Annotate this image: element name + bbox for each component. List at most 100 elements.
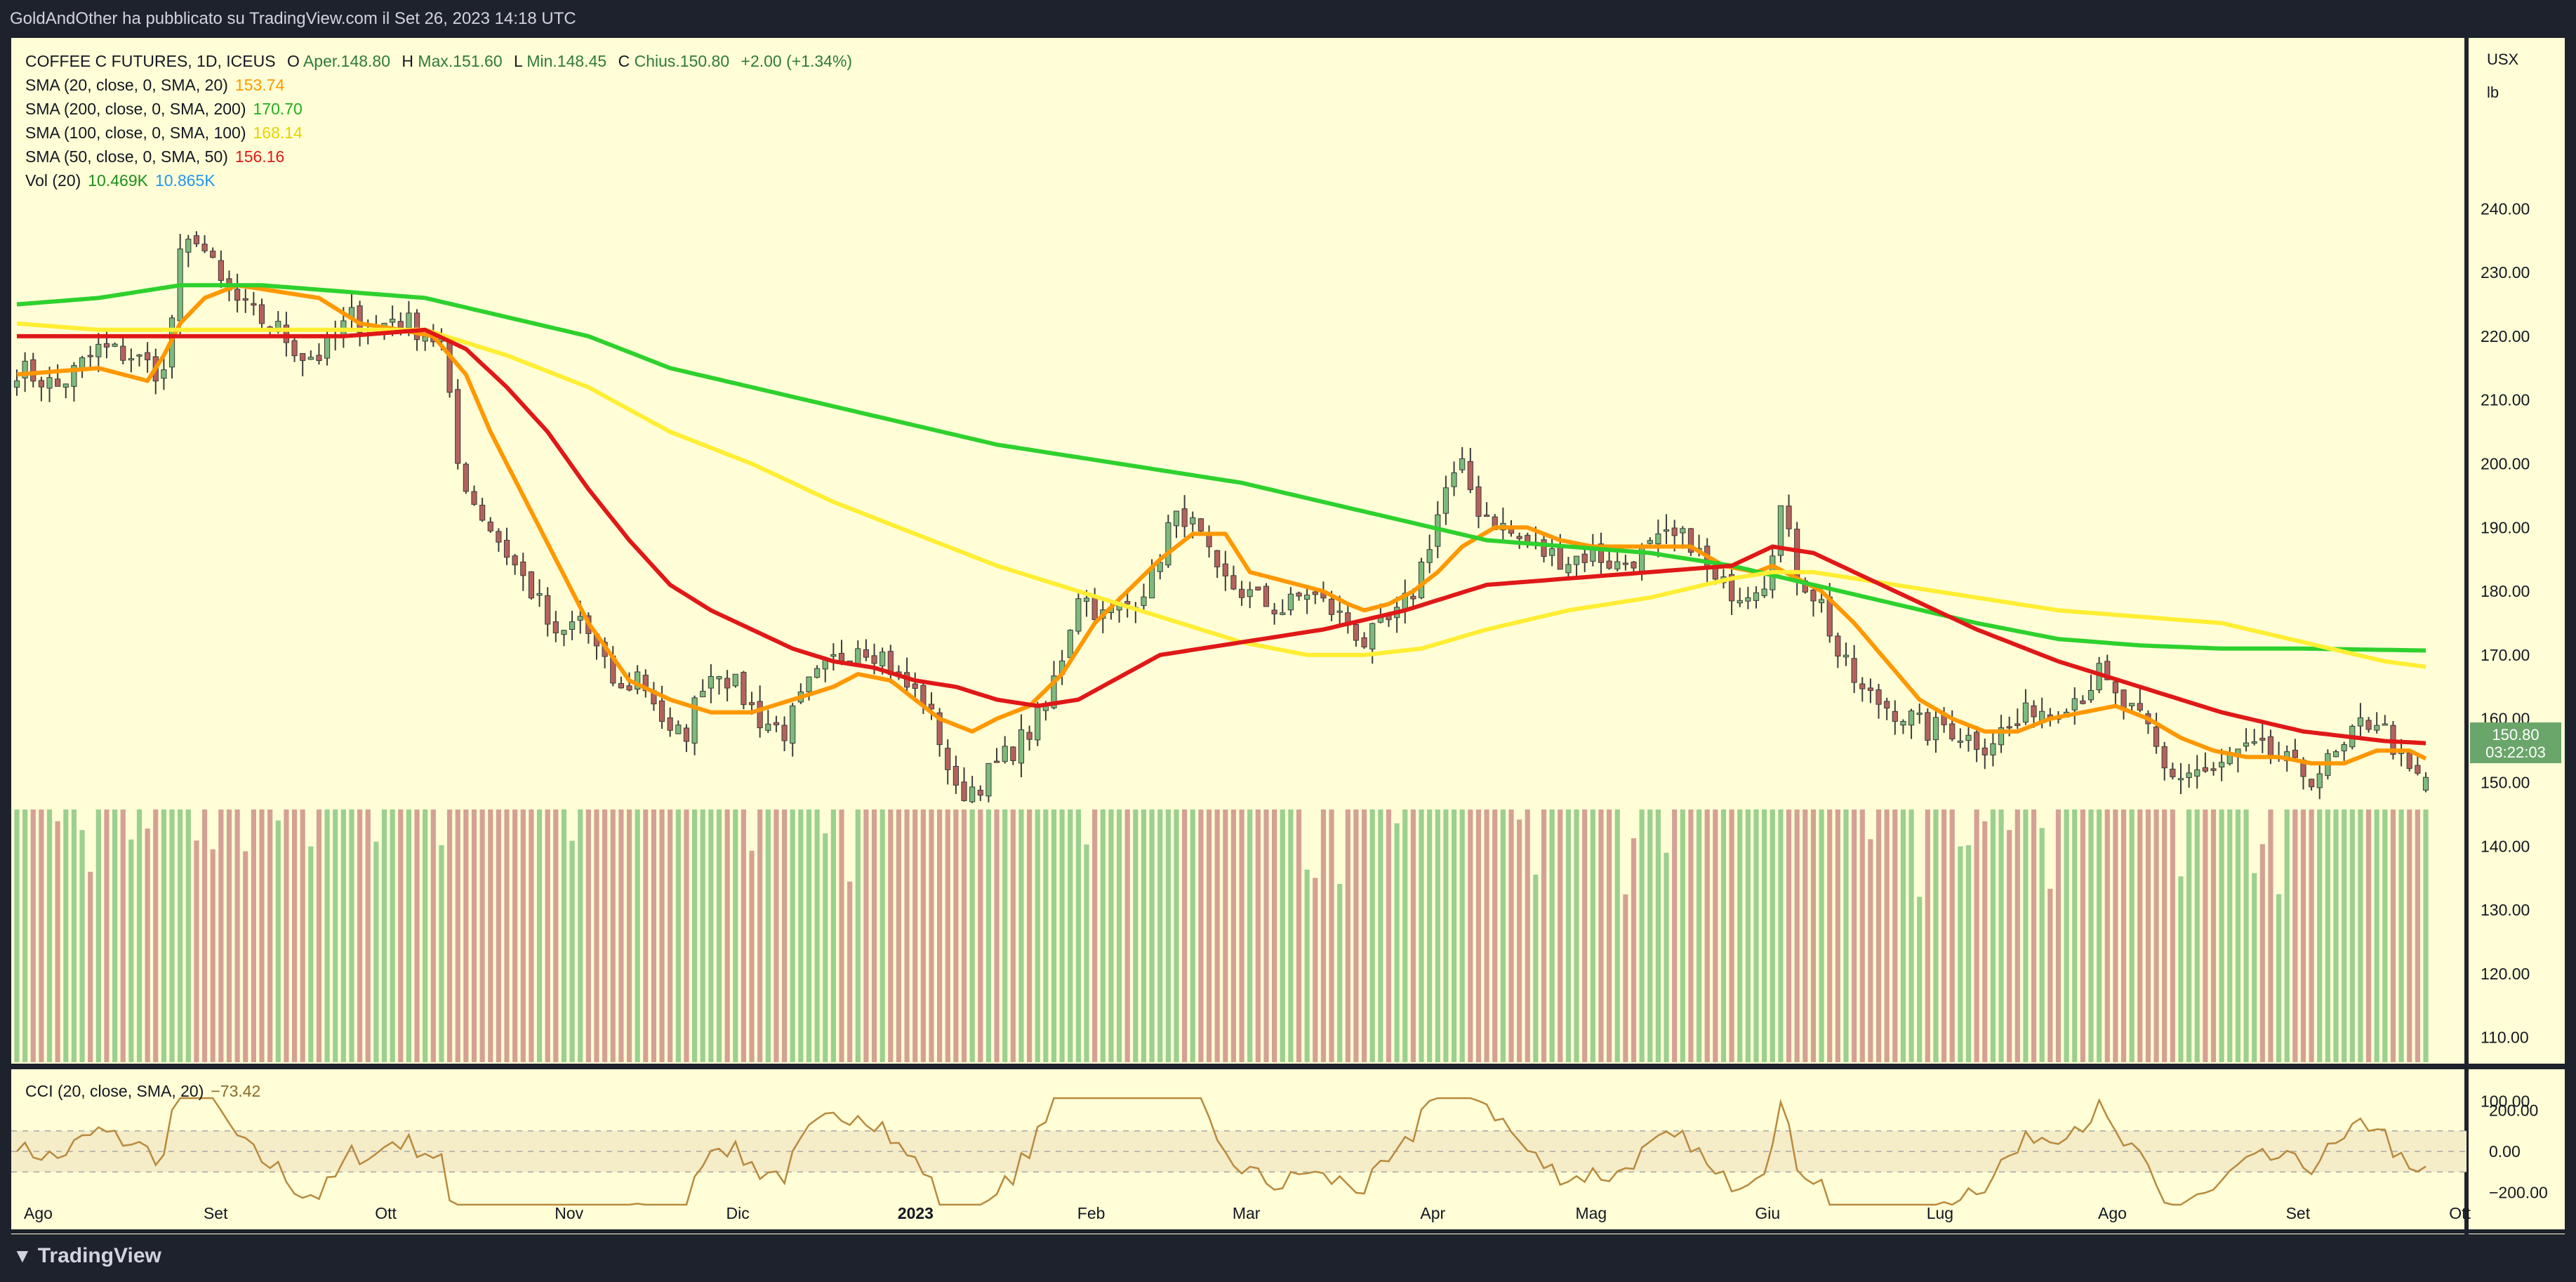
volume-bar: [1018, 809, 1024, 1062]
candle-body: [1598, 543, 1605, 563]
candle-body: [2406, 753, 2412, 769]
legend-sma200[interactable]: SMA (200, close, 0, SMA, 200) 170.70: [25, 100, 303, 119]
candle: [201, 234, 208, 253]
volume-bar: [1296, 809, 1302, 1062]
candle-body: [1875, 689, 1882, 705]
candle: [961, 767, 967, 802]
volume-bar: [1443, 809, 1449, 1062]
sma50-value: 156.16: [234, 147, 285, 166]
volume-bar: [806, 809, 812, 1062]
currency-label[interactable]: USX: [2487, 51, 2519, 68]
candle: [741, 670, 747, 710]
volume-bar: [2365, 809, 2372, 1062]
volume-bar: [1182, 809, 1188, 1062]
volume-bar: [1419, 809, 1424, 1062]
price-tick-label: 190.00: [2481, 518, 2530, 536]
volume-bar: [2064, 809, 2069, 1062]
candle: [307, 350, 314, 360]
candle: [545, 587, 551, 637]
volume-bar: [479, 809, 485, 1062]
volume-bar: [1762, 809, 1767, 1062]
candle-body: [1124, 601, 1131, 604]
volume-bar: [569, 840, 575, 1062]
volume-bar: [1672, 809, 1678, 1062]
candle-body: [390, 319, 396, 323]
candle: [218, 250, 224, 289]
time-axis[interactable]: Ago Set Ott Nov Dic 2023 Feb Mar Apr Mag Giu Lug Ago…: [24, 1204, 2471, 1222]
volume-bar: [1525, 809, 1530, 1062]
candle: [1974, 726, 1980, 762]
legend-sma20[interactable]: SMA (20, close, 0, SMA, 20) 153.74: [25, 76, 284, 95]
candle: [1998, 715, 2005, 753]
price-tick-label: 150.00: [2481, 774, 2530, 792]
candle: [1304, 586, 1310, 614]
candle: [258, 298, 265, 332]
volume-bar: [463, 809, 469, 1062]
candle: [1263, 583, 1270, 607]
candle: [2087, 674, 2094, 703]
candle-body: [2316, 773, 2323, 788]
candle-body: [528, 571, 535, 599]
candle: [1361, 632, 1367, 649]
candle-body: [1369, 623, 1376, 649]
candle-body: [2161, 746, 2167, 769]
change-value: +2.00 (+1.34%): [741, 52, 853, 70]
price-axis[interactable]: 100.00110.00120.00130.00140.00150.00160.…: [2481, 199, 2530, 1110]
volume-bar: [1884, 809, 1890, 1062]
volume-bar: [14, 809, 20, 1062]
low-value: Min.148.45: [526, 52, 607, 70]
legend-sma100[interactable]: SMA (100, close, 0, SMA, 100) 168.14: [25, 124, 303, 143]
volume-bar: [1059, 809, 1065, 1062]
volume-bar: [610, 809, 616, 1062]
volume-bar: [2088, 809, 2094, 1062]
candle: [161, 357, 167, 390]
candle-body: [13, 380, 20, 388]
volume-bar: [1468, 809, 1473, 1062]
volume-bar: [275, 820, 281, 1062]
volume-bar: [251, 809, 256, 1062]
candle-body: [1810, 589, 1817, 602]
volume-bar: [724, 809, 730, 1062]
volume-bar: [161, 809, 167, 1062]
volume-bar: [95, 809, 101, 1062]
volume-bar: [561, 809, 567, 1062]
candle-body: [2112, 681, 2119, 694]
candle: [2422, 772, 2429, 793]
unit-label[interactable]: lb: [2487, 84, 2499, 101]
candle: [2316, 762, 2323, 800]
candle-body: [2251, 741, 2257, 744]
volume-bar: [904, 809, 910, 1062]
candle: [87, 345, 93, 368]
volume-bar: [455, 809, 460, 1062]
candle: [1467, 447, 1473, 494]
candle-body: [683, 727, 690, 742]
candle-body: [577, 616, 583, 621]
volume-bar: [545, 809, 550, 1062]
volume-bar: [390, 809, 395, 1062]
legend-cci[interactable]: CCI (20, close, SMA, 20) −73.42: [25, 1082, 260, 1101]
volume-bar: [300, 809, 305, 1062]
legend-main[interactable]: COFFEE C FUTURES, 1D, ICEUS O Aper.148.8…: [25, 52, 852, 71]
tradingview-brand[interactable]: ▼ TradingView: [13, 1244, 161, 1268]
legend-sma50[interactable]: SMA (50, close, 0, SMA, 50) 156.16: [25, 147, 284, 166]
legend-volume[interactable]: Vol (20) 10.469K 10.865K: [25, 171, 215, 190]
candle: [1859, 677, 1866, 702]
candle: [316, 343, 322, 365]
candle: [1786, 494, 1792, 537]
volume-bar: [414, 809, 420, 1062]
volume-bar: [1819, 809, 1824, 1062]
volume-bar: [169, 809, 175, 1062]
volume-bar: [1558, 809, 1563, 1062]
candle-body: [1230, 575, 1237, 590]
candle: [569, 610, 576, 640]
volume-bar: [1949, 809, 1955, 1062]
candle-body: [741, 672, 747, 706]
volume-bar: [830, 809, 836, 1062]
candle-body: [1549, 548, 1555, 556]
volume-bar: [920, 809, 926, 1062]
volume-bar: [2145, 809, 2151, 1062]
candle-body: [667, 717, 673, 731]
candle: [1663, 514, 1670, 544]
volume-bar: [512, 809, 518, 1062]
volume-bar: [2072, 809, 2078, 1062]
